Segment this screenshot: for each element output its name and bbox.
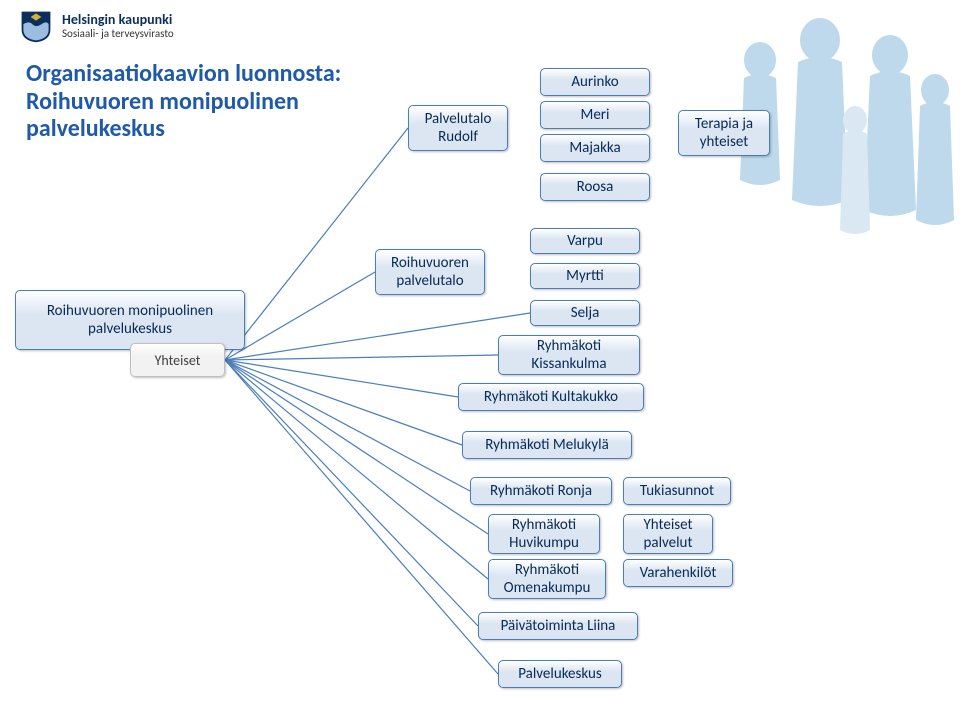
node-label: Varpu — [567, 232, 603, 250]
node-label: Yhteiset palvelut — [643, 516, 692, 552]
node-n_kissa: Ryhmäkoti Kissankulma — [498, 335, 640, 375]
node-label: Päivätoiminta Liina — [501, 617, 616, 635]
node-label: Meri — [581, 106, 610, 124]
node-label: Ryhmäkoti Melukylä — [485, 436, 609, 454]
node-n_melu: Ryhmäkoti Melukylä — [462, 431, 632, 459]
node-label: Palvelukeskus — [518, 665, 602, 683]
node-n_majakka: Majakka — [540, 134, 650, 162]
node-n_terapia: Terapia ja yhteiset — [678, 110, 770, 156]
node-label: Ryhmäkoti Kissankulma — [531, 337, 606, 373]
title-line2: Roihuvuoren monipuolinen — [26, 88, 341, 116]
node-label: Terapia ja yhteiset — [695, 115, 753, 151]
node-n_varpu: Varpu — [530, 228, 640, 254]
node-label: Majakka — [569, 139, 620, 157]
node-label: Ryhmäkoti Kultakukko — [484, 388, 618, 406]
crest-icon — [18, 8, 54, 44]
node-label: Aurinko — [571, 73, 618, 91]
node-n_selja: Selja — [530, 300, 640, 326]
node-n_vara: Varahenkilöt — [623, 559, 733, 587]
node-n_yhtp: Yhteiset palvelut — [623, 514, 713, 554]
node-n_omena: Ryhmäkoti Omenakumpu — [488, 559, 606, 599]
node-label: Selja — [571, 304, 600, 322]
node-n_root: Roihuvuoren monipuolinen palvelukeskus — [15, 290, 245, 350]
node-n_pkeskus: Palvelukeskus — [498, 660, 622, 688]
node-label: Varahenkilöt — [640, 564, 717, 582]
node-n_tuki: Tukiasunnot — [623, 477, 731, 505]
helsinki-logo: Helsingin kaupunki Sosiaali- ja terveysv… — [18, 8, 174, 44]
node-label: Myrtti — [566, 267, 604, 285]
node-n_liina: Päivätoiminta Liina — [478, 612, 638, 640]
node-label: Ryhmäkoti Omenakumpu — [504, 561, 591, 597]
slide-title: Organisaatiokaavion luonnosta: Roihuvuor… — [26, 60, 341, 143]
node-n_ronja: Ryhmäkoti Ronja — [470, 477, 612, 505]
node-n_kulta: Ryhmäkoti Kultakukko — [458, 383, 644, 411]
node-label: Ryhmäkoti Huvikumpu — [509, 516, 579, 552]
node-n_rudolf: Palvelutalo Rudolf — [408, 105, 508, 151]
title-line1: Organisaatiokaavion luonnosta: — [26, 60, 341, 88]
node-label: Tukiasunnot — [640, 482, 714, 500]
node-n_huvi: Ryhmäkoti Huvikumpu — [488, 514, 600, 554]
node-label: Palvelutalo Rudolf — [425, 110, 492, 146]
node-n_aurinko: Aurinko — [540, 68, 650, 96]
node-n_roosa: Roosa — [540, 173, 650, 201]
node-label: Roosa — [577, 178, 614, 196]
node-n_meri: Meri — [540, 101, 650, 129]
node-label: Yhteiset — [155, 352, 201, 369]
node-label: Roihuvuoren palvelutalo — [391, 254, 469, 290]
logo-line2: Sosiaali- ja terveysvirasto — [62, 28, 174, 40]
title-line3: palvelukeskus — [26, 115, 341, 143]
node-label: Roihuvuoren monipuolinen palvelukeskus — [47, 302, 213, 338]
node-n_yht: Yhteiset — [130, 343, 225, 377]
logo-line1: Helsingin kaupunki — [62, 13, 174, 28]
node-n_myrtti: Myrtti — [530, 263, 640, 289]
node-label: Ryhmäkoti Ronja — [490, 482, 592, 500]
node-n_rpt: Roihuvuoren palvelutalo — [375, 249, 485, 295]
